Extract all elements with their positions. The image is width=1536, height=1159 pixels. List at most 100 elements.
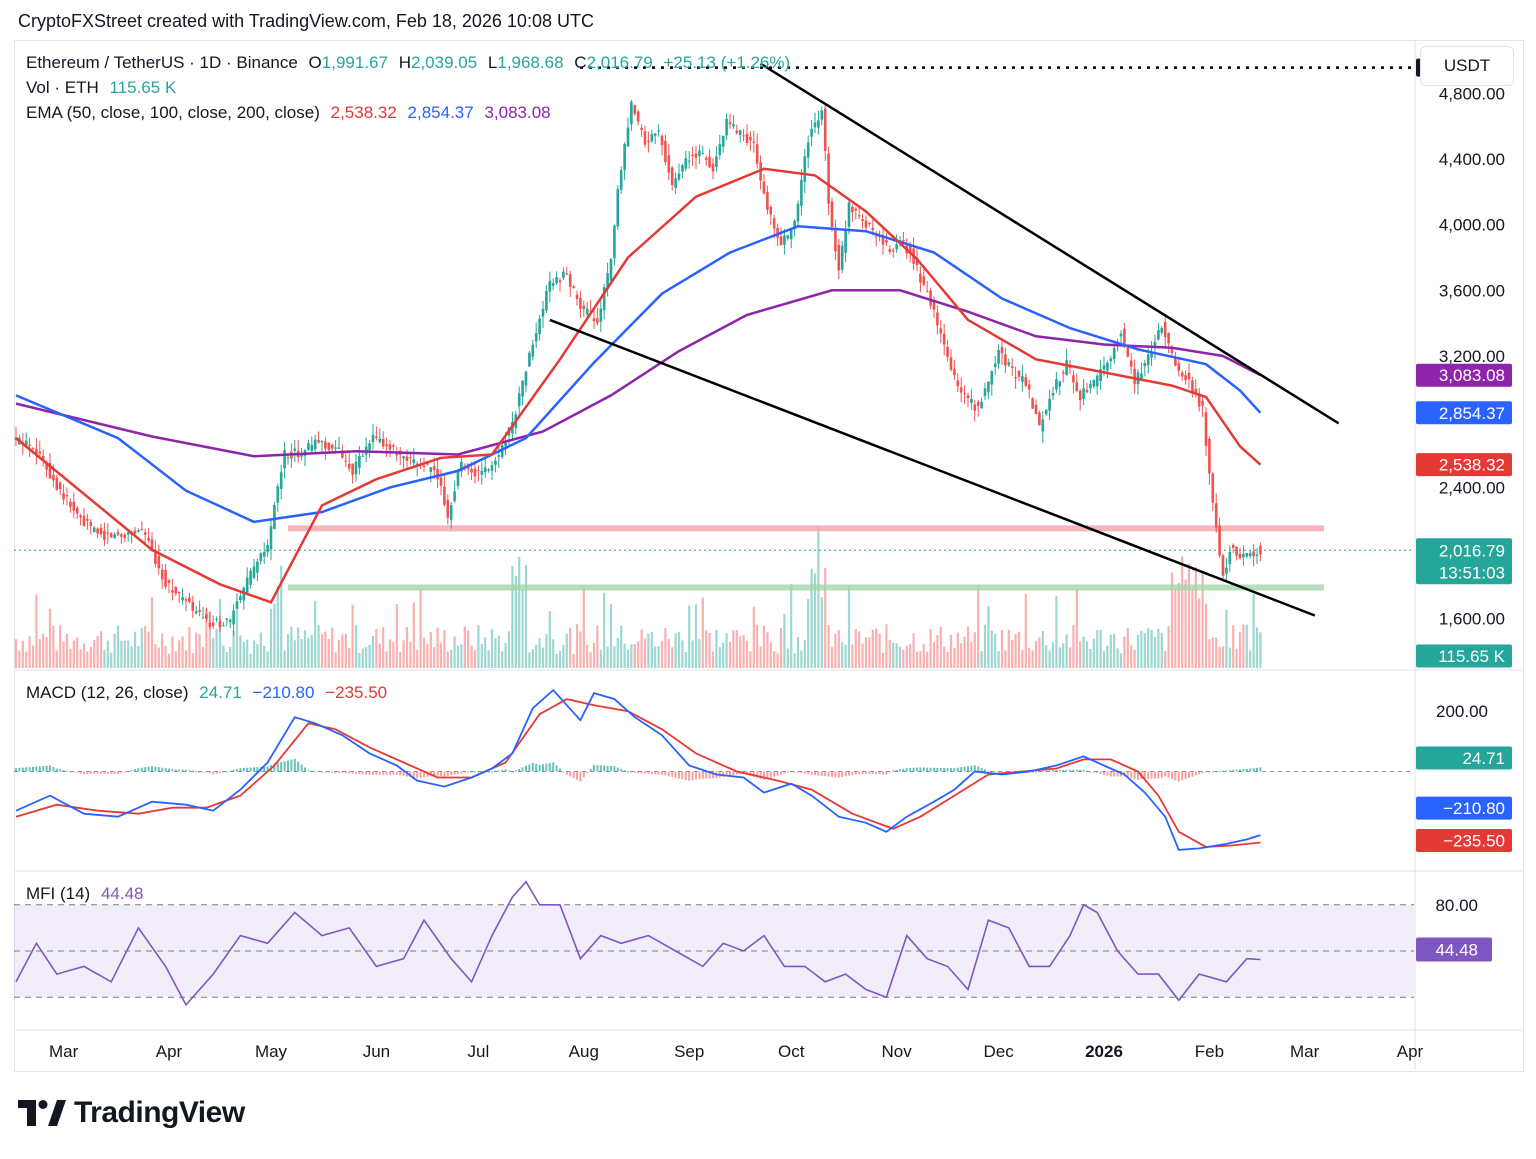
macd-histogram-bar: [117, 771, 119, 774]
candle-body: [218, 620, 222, 628]
candle-body: [936, 312, 939, 326]
open-value: 1,991.67: [321, 53, 388, 72]
candle-body: [341, 450, 344, 458]
macd-histogram-bar: [565, 771, 568, 775]
candle-body: [796, 203, 800, 222]
volume-bar: [868, 637, 871, 668]
volume-bar: [351, 604, 354, 668]
volume-bar: [116, 625, 120, 668]
volume-bar: [178, 640, 181, 668]
macd-histogram-bar: [266, 766, 269, 772]
ema50-line[interactable]: [15, 167, 1262, 604]
volume-bar: [1119, 653, 1123, 668]
candle-body: [932, 300, 936, 310]
volume-bar: [130, 646, 133, 668]
macd-label[interactable]: MACD (12, 26, close): [26, 683, 189, 702]
macd-histogram-bar: [385, 771, 388, 775]
tradingview-brand[interactable]: TradingView: [18, 1096, 245, 1130]
macd-histogram-bar: [956, 767, 959, 772]
macd-histogram-bar: [960, 767, 963, 772]
candle-body: [222, 625, 225, 627]
candle-body: [701, 152, 705, 155]
macd-histogram-bar: [280, 762, 283, 772]
macd-histogram-bar: [623, 770, 626, 772]
macd-histogram-bar: [18, 767, 21, 772]
volume-label[interactable]: Vol · ETH: [26, 78, 99, 97]
volume-bar: [239, 635, 242, 668]
volume-bar: [232, 630, 235, 668]
volume-bar: [881, 652, 885, 668]
candle-body: [45, 462, 48, 470]
volume-bar: [137, 645, 140, 668]
volume-bar: [854, 629, 857, 668]
macd-histogram-bar: [834, 771, 837, 778]
candle-body: [41, 456, 45, 461]
volume-bar: [1113, 633, 1116, 668]
candle-body: [993, 363, 997, 368]
upper-trendline[interactable]: [759, 62, 1340, 425]
candle-body: [65, 495, 69, 497]
candle-body: [630, 101, 633, 125]
candle-body: [184, 599, 188, 601]
candle-body: [402, 456, 405, 459]
volume-bar: [1045, 645, 1048, 668]
candle-body: [79, 515, 82, 518]
axis-layer: 4,800.00 4,400.00 4,000.00 3,600.00 3,200.00…: [49, 84, 1505, 1061]
candle-body: [596, 318, 599, 324]
candle-body: [779, 236, 783, 246]
macd-line[interactable]: [15, 688, 1261, 851]
macd-histogram-bar: [178, 769, 181, 772]
mfi-label[interactable]: MFI (14): [26, 884, 91, 903]
macd-histogram-bar: [55, 768, 58, 772]
volume-bar: [480, 643, 483, 668]
candle-body: [1174, 357, 1177, 366]
lower-trendline[interactable]: [549, 318, 1316, 617]
macd-histogram-bar: [572, 771, 575, 779]
macd-histogram-bar: [433, 771, 436, 777]
macd-histogram-bar: [671, 771, 674, 778]
currency-unit-button[interactable]: USDT: [1420, 46, 1514, 86]
ema100-line[interactable]: [15, 225, 1262, 524]
candle-body: [239, 596, 242, 601]
volume-bar: [310, 634, 313, 668]
macd-histogram-bar: [402, 771, 405, 776]
macd-histogram-bar: [810, 771, 813, 775]
volume-bar: [603, 592, 606, 668]
macd-histogram-bar: [582, 771, 585, 778]
volume-bar: [1221, 646, 1225, 668]
macd-signal-line[interactable]: [15, 698, 1261, 848]
macd-histogram-bar: [1164, 771, 1167, 777]
volume-bar: [966, 626, 970, 668]
candle-body: [188, 597, 191, 602]
macd-histogram-bar: [198, 771, 201, 773]
volume-bar: [324, 631, 327, 668]
symbol-title[interactable]: Ethereum / TetherUS · 1D · Binance: [26, 53, 298, 72]
macd-histogram-bar: [854, 771, 857, 775]
volume-bar: [433, 647, 436, 668]
volume-bar: [946, 652, 949, 668]
candle-body: [1218, 525, 1221, 556]
macd-histogram-bar: [528, 764, 531, 772]
candle-body: [881, 236, 885, 245]
volume-bar: [405, 626, 409, 668]
volume-bar: [620, 625, 623, 668]
volume-bar: [616, 638, 619, 668]
macd-histogram-bar: [803, 771, 806, 774]
candle-body: [531, 344, 535, 357]
volume-bar: [997, 651, 1000, 668]
macd-histogram-bar: [334, 771, 337, 774]
volume-bar: [1126, 628, 1129, 668]
candle-body: [439, 477, 443, 486]
volume-bar: [344, 633, 347, 668]
macd-histogram-bar: [511, 771, 514, 773]
macd-histogram-bar: [861, 771, 864, 774]
candle-body: [1038, 412, 1041, 426]
volume-bar: [956, 632, 959, 668]
mfi-line[interactable]: [15, 880, 1261, 1007]
time-axis-tick-label: Dec: [983, 1042, 1014, 1061]
ema-label[interactable]: EMA (50, close, 100, close, 200, close): [26, 103, 320, 122]
candle-body: [766, 192, 769, 210]
macd-histogram-bar: [215, 771, 218, 774]
candle-body: [126, 532, 130, 535]
